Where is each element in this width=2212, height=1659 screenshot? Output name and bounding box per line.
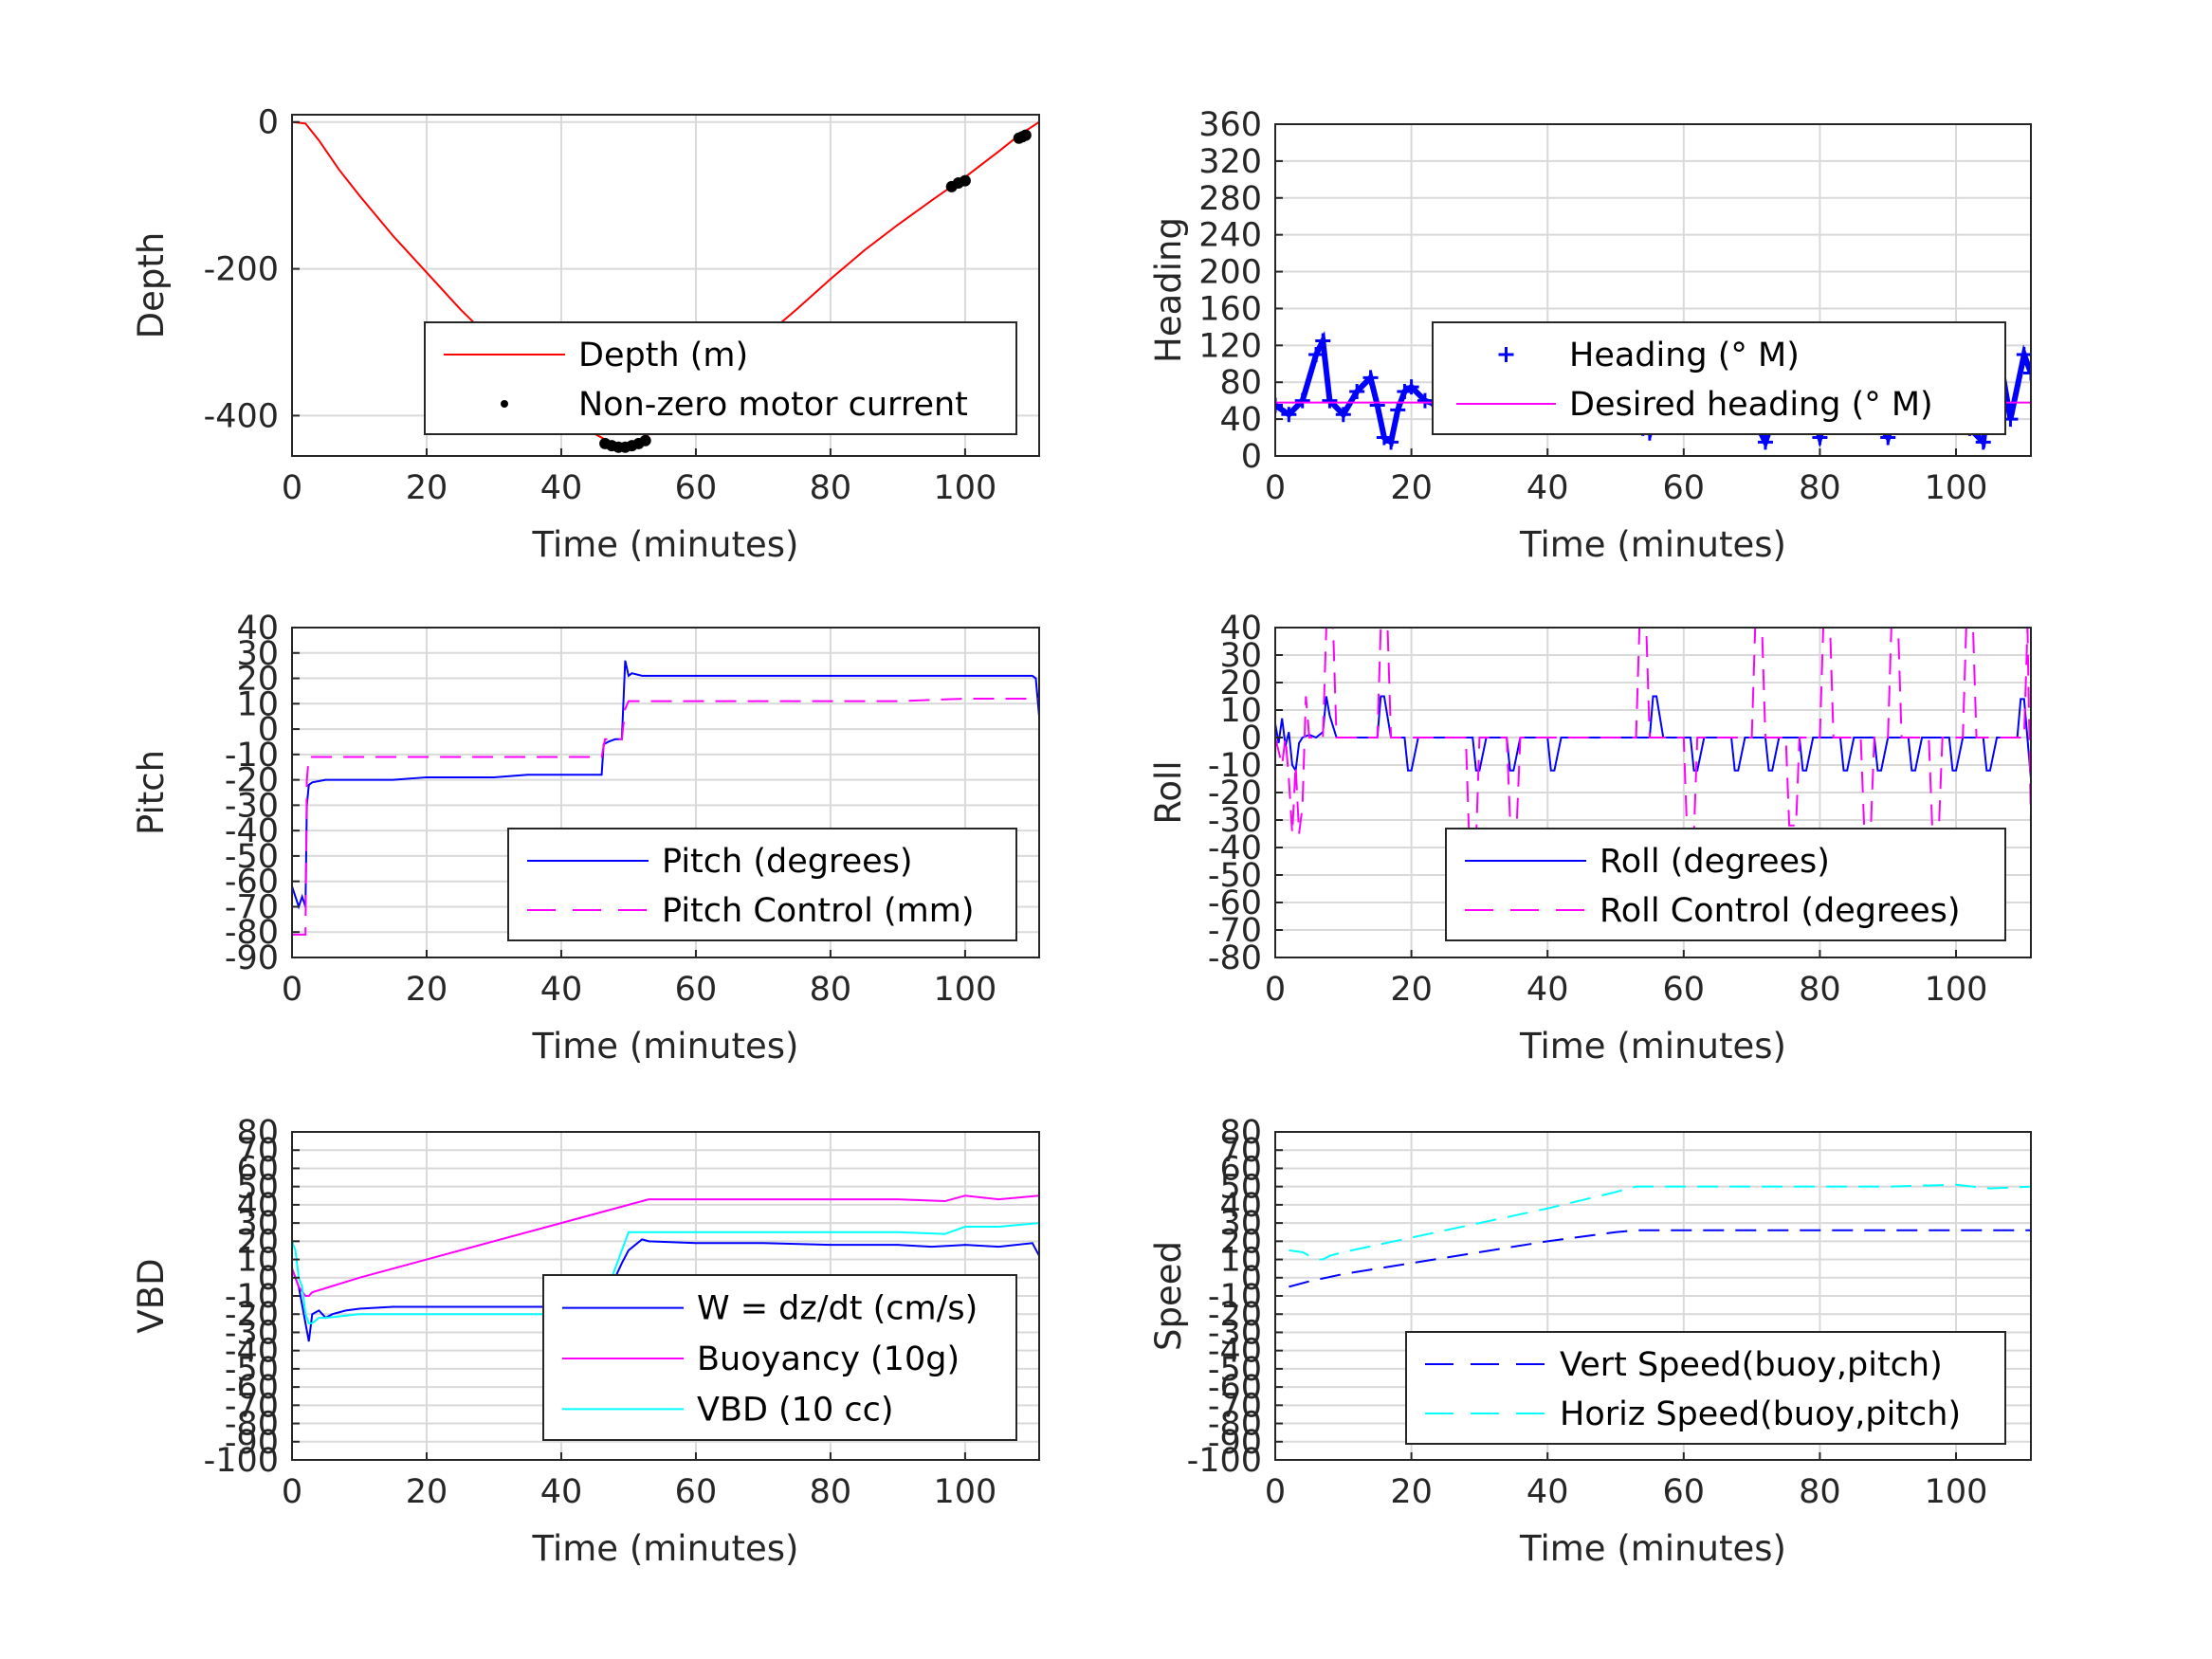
series-1-2-point — [1020, 130, 1032, 141]
y-tick-label: 320 — [1198, 143, 1262, 181]
y-tick-label: 160 — [1198, 290, 1262, 328]
x-axis-label: Time (minutes) — [1519, 1026, 1786, 1066]
y-tick-label: 40 — [1219, 401, 1262, 439]
y-tick-label: 80 — [1219, 364, 1262, 402]
x-tick-label: 60 — [675, 1473, 718, 1511]
y-axis-label: Depth — [131, 232, 172, 339]
x-tick-label: 0 — [282, 469, 302, 507]
legend-label: Horiz Speed(buoy,pitch) — [1560, 1395, 1961, 1433]
x-tick-label: 0 — [282, 1473, 302, 1511]
x-tick-label: 100 — [934, 971, 997, 1009]
legend: Depth (m) Non-zero motor current — [425, 322, 1016, 434]
y-tick-label: 0 — [1241, 438, 1262, 476]
x-tick-label: 20 — [406, 971, 448, 1009]
chart-panel-6: 0 20 40 60 80 10080706050403020100-10-20-30-4… — [1148, 1114, 2031, 1569]
x-tick-label: 100 — [934, 1473, 997, 1511]
legend: Heading (° M) Desired heading (° M) — [1433, 322, 2005, 434]
x-tick-label: 40 — [540, 971, 583, 1009]
x-tick-label: 40 — [540, 1473, 583, 1511]
legend-label: Non-zero motor current — [578, 386, 968, 424]
x-tick-label: 0 — [1265, 469, 1286, 507]
x-tick-label: 80 — [1799, 971, 1841, 1009]
y-tick-label: -100 — [1187, 1442, 1262, 1480]
x-axis-label: Time (minutes) — [1519, 524, 1786, 565]
x-tick-label: 60 — [675, 971, 718, 1009]
y-tick-label: 360 — [1198, 106, 1262, 144]
y-tick-label: -100 — [204, 1442, 279, 1480]
x-tick-label: 20 — [1390, 1473, 1433, 1511]
x-tick-label: 40 — [1526, 1473, 1569, 1511]
chart-panel-4: 0 20 40 60 80 100403020100-10-20-30-40-50-60-… — [1148, 610, 2031, 1066]
y-axis-label: Roll — [1148, 760, 1189, 824]
x-axis-label: Time (minutes) — [1519, 1528, 1786, 1569]
legend: Vert Speed(buoy,pitch) Horiz Speed(buoy,p… — [1406, 1332, 2005, 1444]
x-tick-label: 100 — [934, 469, 997, 507]
x-tick-label: 0 — [1265, 971, 1286, 1009]
x-tick-label: 100 — [1925, 469, 1988, 507]
y-tick-label: -80 — [1208, 939, 1262, 977]
x-tick-label: 80 — [810, 1473, 852, 1511]
chart-panel-3: 0 20 40 60 80 100403020100-10-20-30-40-50-60-… — [131, 610, 1039, 1066]
plot-area — [1289, 1185, 2031, 1287]
x-tick-label: 20 — [406, 1473, 448, 1511]
x-tick-label: 20 — [1390, 469, 1433, 507]
y-tick-label: 0 — [258, 104, 279, 142]
legend-label: W = dz/dt (cm/s) — [697, 1290, 978, 1328]
x-tick-label: 100 — [1925, 1473, 1988, 1511]
legend: Roll (degrees) Roll Control (degrees) — [1446, 829, 2005, 940]
legend-label: Pitch (degrees) — [662, 843, 913, 881]
legend-label: Heading (° M) — [1569, 337, 1800, 374]
y-axis-label: VBD — [131, 1258, 172, 1333]
legend-label: Depth (m) — [578, 337, 748, 374]
x-tick-label: 80 — [1799, 1473, 1841, 1511]
x-tick-label: 80 — [810, 971, 852, 1009]
y-tick-label: 280 — [1198, 180, 1262, 218]
x-tick-label: 40 — [1526, 469, 1569, 507]
chart-panel-5: 0 20 40 60 80 10080706050403020100-10-20-30-4… — [131, 1114, 1039, 1569]
x-axis-label: Time (minutes) — [532, 1026, 799, 1066]
figure: 0 20 40 60 80 100 0 -200 -400 Time (minutes) Depth… — [0, 0, 2212, 1659]
legend-label: VBD (10 cc) — [697, 1391, 894, 1429]
x-tick-label: 20 — [1390, 971, 1433, 1009]
x-tick-label: 0 — [282, 971, 302, 1009]
x-tick-label: 0 — [1265, 1473, 1286, 1511]
x-tick-label: 40 — [540, 469, 583, 507]
legend-label: Roll Control (degrees) — [1600, 892, 1961, 930]
x-tick-label: 80 — [1799, 469, 1841, 507]
legend-label: Vert Speed(buoy,pitch) — [1560, 1346, 1943, 1384]
y-tick-label: -200 — [204, 251, 279, 289]
legend: Pitch (degrees) Pitch Control (mm) — [508, 829, 1016, 940]
x-tick-label: 40 — [1526, 971, 1569, 1009]
legend-label: Buoyancy (10g) — [697, 1340, 960, 1378]
y-axis-label: Pitch — [131, 750, 172, 835]
y-tick-label: 240 — [1198, 217, 1262, 255]
legend: W = dz/dt (cm/s) Buoyancy (10g) VBD (10 cc… — [543, 1275, 1016, 1440]
plot-area — [1275, 628, 2031, 842]
legend-swatch — [501, 400, 508, 408]
y-tick-label: 200 — [1198, 254, 1262, 292]
x-tick-label: 60 — [1663, 1473, 1706, 1511]
x-tick-label: 100 — [1925, 971, 1988, 1009]
chart-panel-1: 0 20 40 60 80 100 0 -200 -400 Time (minutes) Depth… — [131, 104, 1039, 565]
x-tick-label: 20 — [406, 469, 448, 507]
y-tick-label: -90 — [225, 939, 279, 977]
legend-label: Roll (degrees) — [1600, 843, 1830, 881]
chart-panel-2: 0 20 40 60 80 10004080120160200240280320360Ti… — [1148, 106, 2038, 565]
y-axis-label: Speed — [1148, 1241, 1189, 1351]
legend-label: Desired heading (° M) — [1569, 386, 1933, 424]
y-tick-label: 120 — [1198, 327, 1262, 365]
x-tick-label: 60 — [675, 469, 718, 507]
series-1-2-point — [640, 435, 651, 447]
x-axis-label: Time (minutes) — [532, 1528, 799, 1569]
x-axis-label: Time (minutes) — [532, 524, 799, 565]
series-4-2-line — [1275, 628, 2031, 842]
x-tick-label: 80 — [810, 469, 852, 507]
legend-label: Pitch Control (mm) — [662, 892, 974, 930]
y-tick-label: -400 — [204, 397, 279, 435]
x-tick-label: 60 — [1663, 469, 1706, 507]
x-tick-label: 60 — [1663, 971, 1706, 1009]
y-axis-label: Heading — [1148, 217, 1189, 363]
series-1-2-point — [960, 175, 971, 187]
